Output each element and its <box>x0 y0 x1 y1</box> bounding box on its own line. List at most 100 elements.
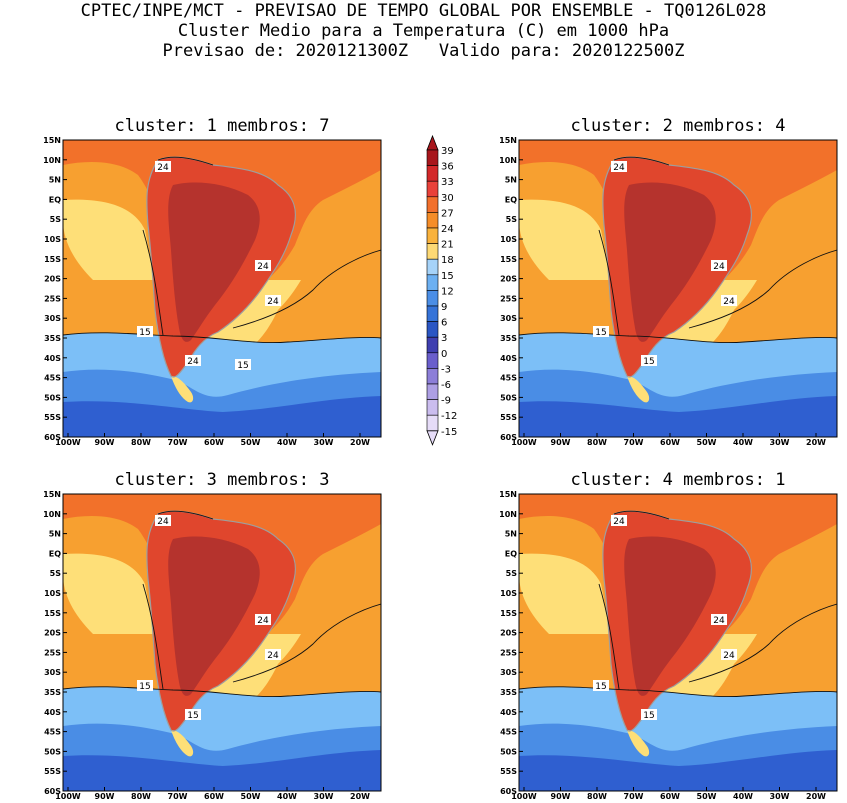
lat-tick-label: 10N <box>43 156 61 165</box>
contour-line <box>157 510 214 520</box>
patagonia-tip <box>627 376 650 403</box>
lon-tick-label: 40W <box>277 792 297 801</box>
lat-tick-label: 15N <box>43 490 61 499</box>
lat-tick-label: EQ <box>505 549 517 558</box>
lat-tick-label: 10S <box>500 235 517 244</box>
colorbar-label: 33 <box>441 177 454 188</box>
lat-tick-label: 10S <box>44 589 61 598</box>
lat-tick-label: 5N <box>505 530 517 539</box>
lon-tick-label: 20W <box>806 792 826 801</box>
contour-label: 15 <box>187 711 198 721</box>
lon-tick-label: 50W <box>697 792 717 801</box>
page-title: CPTEC/INPE/MCT - PREVISAO DE TEMPO GLOBA… <box>80 1 767 21</box>
contour-label: 15 <box>595 328 606 338</box>
lat-tick-label: 25S <box>500 648 517 657</box>
contour-label: 24 <box>157 163 169 173</box>
lat-tick-label: 25S <box>44 294 61 303</box>
colorbar-label: 39 <box>441 146 454 157</box>
lon-tick-label: 80W <box>131 438 151 447</box>
contour-label: 24 <box>713 616 725 626</box>
lat-tick-label: 40S <box>500 708 517 717</box>
contour-label: 15 <box>643 357 654 367</box>
lat-tick-label: 15N <box>499 490 517 499</box>
lat-tick-label: 45S <box>44 374 61 383</box>
panel-title-2: cluster: 2 membros: 4 <box>571 116 786 136</box>
lat-tick-label: 55S <box>500 767 517 776</box>
forecast-times: Previsao de: 2020121300Z Valido para: 20… <box>162 41 685 61</box>
lon-tick-label: 80W <box>587 792 607 801</box>
contour-label-box <box>721 649 737 660</box>
map-frame <box>62 139 382 438</box>
map-panel-4: 24 24 24 15 15 cluster: 4 membros: 1 15N 10N 5N E… <box>499 470 838 801</box>
yellow-region <box>63 553 301 711</box>
yellow-region <box>63 199 301 357</box>
lon-tick-label: 90W <box>551 792 571 801</box>
contour-label-box <box>185 709 201 720</box>
lat-tick-label: 45S <box>500 728 517 737</box>
lat-tick-label: 60S <box>500 433 517 442</box>
lat-tick-label: 5N <box>49 176 61 185</box>
lon-tick-label: 70W <box>168 792 188 801</box>
lat-tick-label: 40S <box>500 354 517 363</box>
lat-tick-label: EQ <box>49 549 61 558</box>
lon-tick-label: 30W <box>770 792 790 801</box>
colorbar-label: 36 <box>441 162 454 173</box>
lon-tick-label: 80W <box>131 792 151 801</box>
deep-blue-region <box>63 750 381 791</box>
colorbar-segment <box>426 258 439 276</box>
colorbar-label: 3 <box>441 333 447 344</box>
colorbar-segment <box>426 414 439 432</box>
lon-tick-label: 100W <box>55 792 81 801</box>
lat-tick-label: 40S <box>44 708 61 717</box>
contour-label: 15 <box>595 682 606 692</box>
lat-tick-label: 15S <box>500 609 517 618</box>
colorbar-label: 9 <box>441 302 447 313</box>
temperature-field: 24 24 24 15 15 <box>63 494 381 791</box>
lat-tick-label: 5N <box>505 176 517 185</box>
continent-core <box>168 182 260 342</box>
deep-blue-region <box>63 396 381 437</box>
colorbar-segment <box>426 336 439 354</box>
lon-tick-label: 50W <box>697 438 717 447</box>
lon-tick-label: 40W <box>733 438 753 447</box>
colorbar-label: 30 <box>441 193 454 204</box>
lon-tick-label: 40W <box>733 792 753 801</box>
contour-label-box <box>641 355 657 366</box>
colorbar-label: 15 <box>441 271 454 282</box>
map-panel-1: 24 24 24 24 15 15 cluster: 1 membros: 7 15N 10N 5… <box>43 116 382 447</box>
contour-line <box>613 156 670 166</box>
lon-tick-label: 20W <box>350 438 370 447</box>
lat-tick-label: EQ <box>505 195 517 204</box>
colorbar-segment <box>426 196 439 213</box>
colorbar-label: 12 <box>441 286 454 297</box>
colorbar-segment <box>426 165 439 182</box>
yellow-region <box>519 199 757 357</box>
lat-tick-label: 10S <box>500 589 517 598</box>
lat-tick-label: 50S <box>44 747 61 756</box>
contour-label-box <box>711 260 727 271</box>
lat-tick-label: 10N <box>499 156 517 165</box>
lat-tick-label: 55S <box>500 413 517 422</box>
lon-tick-label: 70W <box>168 438 188 447</box>
temperature-field: 24 24 24 24 15 15 <box>63 140 381 437</box>
lat-tick-label: 30S <box>44 314 61 323</box>
colorbar-segment <box>426 149 439 166</box>
contour-label: 24 <box>267 297 279 307</box>
lat-tick-label: 10N <box>499 510 517 519</box>
contour-label-box <box>155 515 171 526</box>
temperature-field: 24 24 24 15 15 <box>519 494 837 791</box>
lat-tick-label: 30S <box>500 668 517 677</box>
map-frame <box>518 493 838 792</box>
colorbar-label: 0 <box>441 349 447 360</box>
colorbar-segment <box>426 305 439 322</box>
lat-tick-label: 15N <box>43 136 61 145</box>
colorbar-segment <box>426 399 439 416</box>
lat-tick-label: 30S <box>500 314 517 323</box>
lat-tick-label: 5S <box>50 569 62 578</box>
lon-tick-label: 100W <box>55 438 81 447</box>
lon-tick-label: 30W <box>314 792 334 801</box>
contour-label: 24 <box>257 262 269 272</box>
lat-tick-label: 35S <box>500 334 517 343</box>
map-frame <box>518 139 838 438</box>
